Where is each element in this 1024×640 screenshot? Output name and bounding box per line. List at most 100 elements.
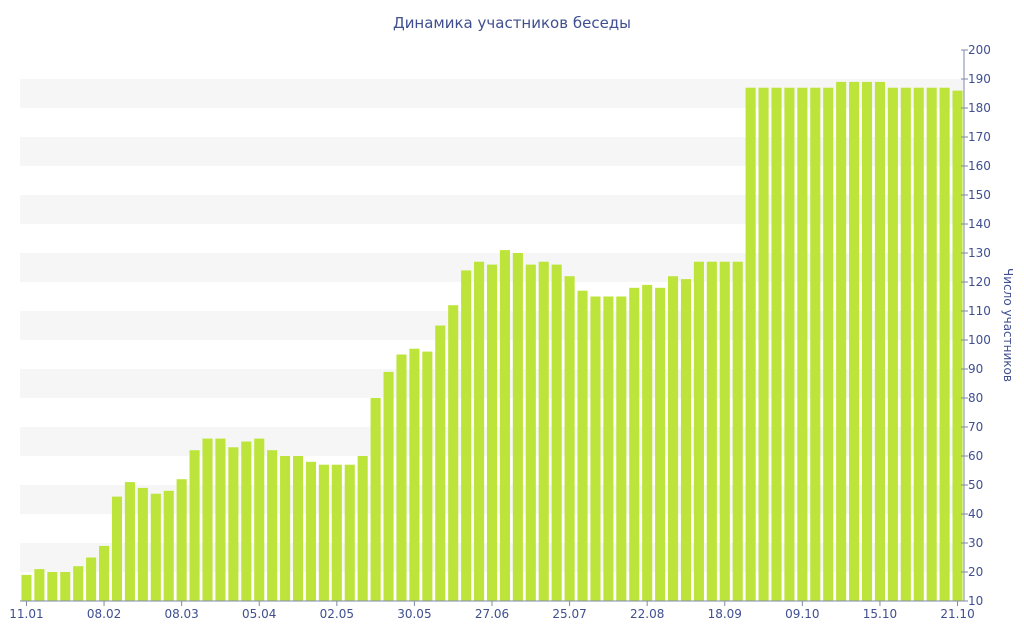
bar	[318, 464, 329, 601]
y-tick-label: 150	[968, 188, 991, 202]
bar	[525, 264, 536, 601]
bar	[448, 305, 459, 601]
y-tick-label: 60	[968, 449, 983, 463]
x-tick-label: 05.04	[242, 607, 276, 621]
bar	[668, 276, 679, 601]
bar	[267, 450, 278, 601]
bar	[292, 456, 304, 601]
bar	[655, 287, 666, 601]
grid-band	[20, 195, 964, 224]
bar	[163, 490, 174, 601]
bar	[577, 290, 588, 601]
x-tick-label: 09.10	[785, 607, 819, 621]
bar	[150, 493, 161, 601]
y-tick-label: 20	[968, 565, 983, 579]
y-tick-label: 160	[968, 159, 991, 173]
y-tick-label: 140	[968, 217, 991, 231]
bar	[590, 296, 601, 601]
bar	[784, 87, 795, 601]
x-tick-label: 25.07	[552, 607, 586, 621]
bar	[73, 566, 84, 601]
y-tick-label: 80	[968, 391, 983, 405]
bar	[616, 296, 627, 601]
grid-band	[20, 79, 964, 108]
bar	[47, 572, 58, 601]
x-tick-label: 08.02	[87, 607, 121, 621]
y-tick-label: 100	[968, 333, 991, 347]
bar	[189, 450, 200, 601]
bar	[874, 81, 885, 601]
bar	[680, 279, 692, 601]
y-tick-label: 70	[968, 420, 983, 434]
x-tick-label: 08.03	[164, 607, 198, 621]
bar	[241, 441, 252, 601]
bar	[21, 574, 32, 601]
bar	[176, 479, 187, 601]
bar	[396, 354, 407, 601]
bar-series	[21, 81, 963, 601]
bar	[422, 351, 433, 601]
y-tick-label: 200	[968, 43, 991, 57]
x-tick-label: 27.06	[475, 607, 509, 621]
bar	[409, 348, 420, 601]
bar	[732, 261, 743, 601]
y-axis-label: Число участников	[1001, 268, 1015, 382]
bar	[383, 371, 394, 601]
bar	[745, 87, 756, 601]
bar	[228, 447, 239, 601]
bar	[706, 261, 717, 601]
y-tick-label: 110	[968, 304, 991, 318]
bar	[952, 90, 963, 601]
y-tick-label: 90	[968, 362, 983, 376]
bar	[474, 261, 485, 601]
y-axis-ticks: 10 20 30 40 50 60 70 80 90 100 110 120 130 140 150 160 1…	[961, 43, 991, 608]
bar	[215, 438, 226, 601]
x-tick-label: 15.10	[863, 607, 897, 621]
chart-title: Динамика участников беседы	[393, 14, 631, 32]
y-tick-label: 120	[968, 275, 991, 289]
bar	[370, 398, 381, 601]
bar	[939, 87, 950, 601]
bar	[461, 270, 472, 601]
bar	[719, 261, 730, 601]
x-axis-ticks: 11.01 08.02 08.03 05.04 02.05 30.05 27.06 25.07…	[9, 601, 975, 621]
bar	[305, 461, 317, 601]
x-tick-label: 11.01	[9, 607, 43, 621]
x-tick-label: 18.09	[708, 607, 742, 621]
bar	[124, 482, 135, 601]
y-tick-label: 30	[968, 536, 983, 550]
y-tick-label: 40	[968, 507, 983, 521]
y-tick-label: 130	[968, 246, 991, 260]
bar	[693, 261, 704, 601]
bar	[435, 325, 446, 601]
bar	[771, 87, 782, 601]
bar	[202, 438, 213, 601]
bar	[836, 81, 847, 601]
bar	[86, 557, 97, 601]
bar	[344, 464, 355, 601]
y-tick-label: 190	[968, 72, 991, 86]
bar	[642, 284, 653, 601]
bar	[810, 87, 821, 601]
x-tick-label: 22.08	[630, 607, 664, 621]
bar	[111, 496, 123, 601]
grid-band	[20, 137, 964, 166]
x-tick-label: 30.05	[397, 607, 431, 621]
bar	[486, 264, 498, 601]
bar	[823, 87, 834, 601]
bar	[499, 250, 510, 601]
bar	[900, 87, 911, 601]
bar	[512, 253, 523, 601]
bar	[861, 81, 873, 601]
bar	[280, 456, 291, 601]
bar	[137, 487, 148, 601]
bar	[357, 456, 368, 601]
bar	[254, 438, 265, 601]
bar	[603, 296, 614, 601]
bar	[99, 545, 110, 601]
bar	[538, 261, 549, 601]
y-tick-label: 50	[968, 478, 983, 492]
y-tick-label: 170	[968, 130, 991, 144]
bar	[887, 87, 898, 601]
